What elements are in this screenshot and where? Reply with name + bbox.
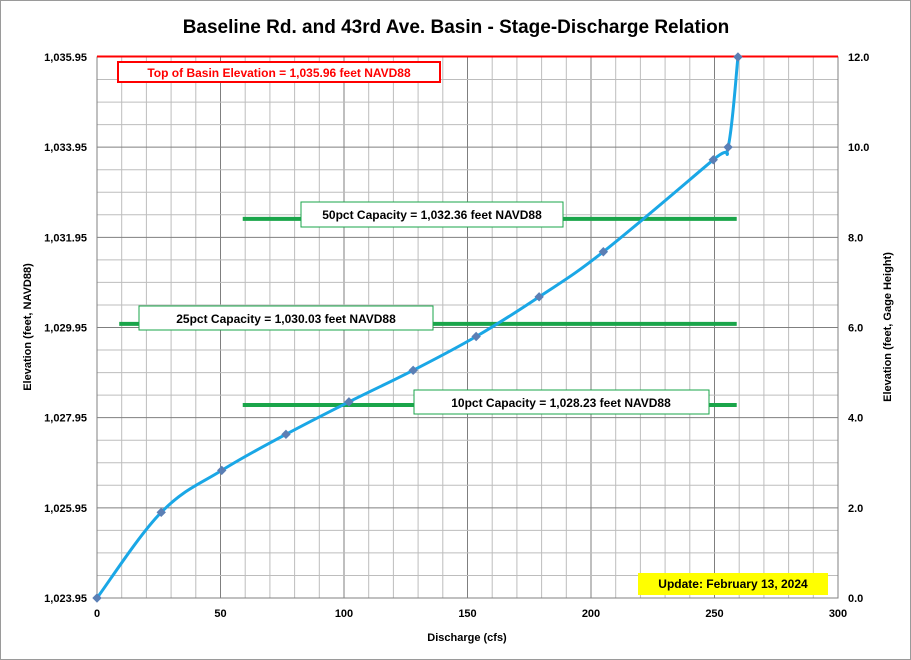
y2-axis-ticks: 0.0 2.0 4.0 6.0 8.0 10.0 12.0 — [848, 52, 869, 605]
y2-tick-label: 2.0 — [848, 503, 863, 515]
y2-tick-label: 8.0 — [848, 232, 863, 244]
y2-tick-label: 6.0 — [848, 323, 863, 335]
x-tick-label: 300 — [829, 608, 847, 620]
top-of-basin-label: Top of Basin Elevation = 1,035.96 feet N… — [117, 61, 441, 83]
y-axis-label: Elevation (feet, NAVD88) — [22, 263, 34, 391]
chart-title: Baseline Rd. and 43rd Ave. Basin - Stage… — [183, 17, 730, 38]
top-of-basin-text: Top of Basin Elevation = 1,035.96 feet N… — [147, 66, 411, 80]
x-tick-label: 50 — [214, 608, 226, 620]
data-point — [344, 397, 354, 407]
capacity-25-text: 25pct Capacity = 1,030.03 feet NAVD88 — [176, 312, 396, 326]
x-tick-label: 100 — [335, 608, 353, 620]
y2-axis-label: Elevation (feet, Gage Height) — [882, 252, 894, 402]
data-point — [723, 142, 733, 152]
y-tick-label: 1,033.95 — [44, 142, 87, 154]
data-point — [534, 292, 544, 302]
data-point-markers — [92, 52, 743, 603]
x-tick-label: 0 — [94, 608, 100, 620]
data-point — [471, 331, 481, 342]
y-tick-label: 1,023.95 — [44, 593, 87, 605]
capacity-10-label: 10pct Capacity = 1,028.23 feet NAVD88 — [413, 389, 710, 415]
capacity-25-label: 25pct Capacity = 1,030.03 feet NAVD88 — [138, 305, 434, 331]
x-axis-ticks: 0 50 100 150 200 250 300 — [94, 608, 847, 620]
y2-tick-label: 4.0 — [848, 413, 863, 425]
data-point — [281, 429, 291, 440]
data-point — [733, 52, 743, 62]
x-tick-label: 150 — [458, 608, 476, 620]
update-text: Update: February 13, 2024 — [658, 577, 808, 591]
y-tick-label: 1,031.95 — [44, 232, 87, 244]
y-tick-label: 1,035.95 — [44, 52, 87, 64]
capacity-50-label: 50pct Capacity = 1,032.36 feet NAVD88 — [300, 201, 564, 228]
x-axis-label: Discharge (cfs) — [427, 632, 507, 644]
stage-discharge-curve — [95, 56, 740, 599]
y-tick-label: 1,025.95 — [44, 503, 87, 515]
capacity-50-text: 50pct Capacity = 1,032.36 feet NAVD88 — [322, 208, 542, 222]
y-tick-label: 1,027.95 — [44, 413, 87, 425]
y2-tick-label: 12.0 — [848, 52, 869, 64]
data-point — [598, 247, 609, 257]
data-point — [156, 507, 166, 518]
y2-tick-label: 0.0 — [848, 593, 863, 605]
data-point — [408, 365, 418, 376]
capacity-10-text: 10pct Capacity = 1,028.23 feet NAVD88 — [451, 396, 671, 410]
data-point — [708, 155, 718, 165]
x-tick-label: 250 — [705, 608, 723, 620]
update-badge: Update: February 13, 2024 — [638, 573, 828, 595]
y-tick-label: 1,029.95 — [44, 323, 87, 335]
y-axis-ticks: 1,023.95 1,025.95 1,027.95 1,029.95 1,031.95… — [44, 52, 87, 605]
data-point — [92, 593, 102, 603]
y2-tick-label: 10.0 — [848, 142, 869, 154]
x-tick-label: 200 — [582, 608, 600, 620]
data-point — [217, 465, 227, 476]
